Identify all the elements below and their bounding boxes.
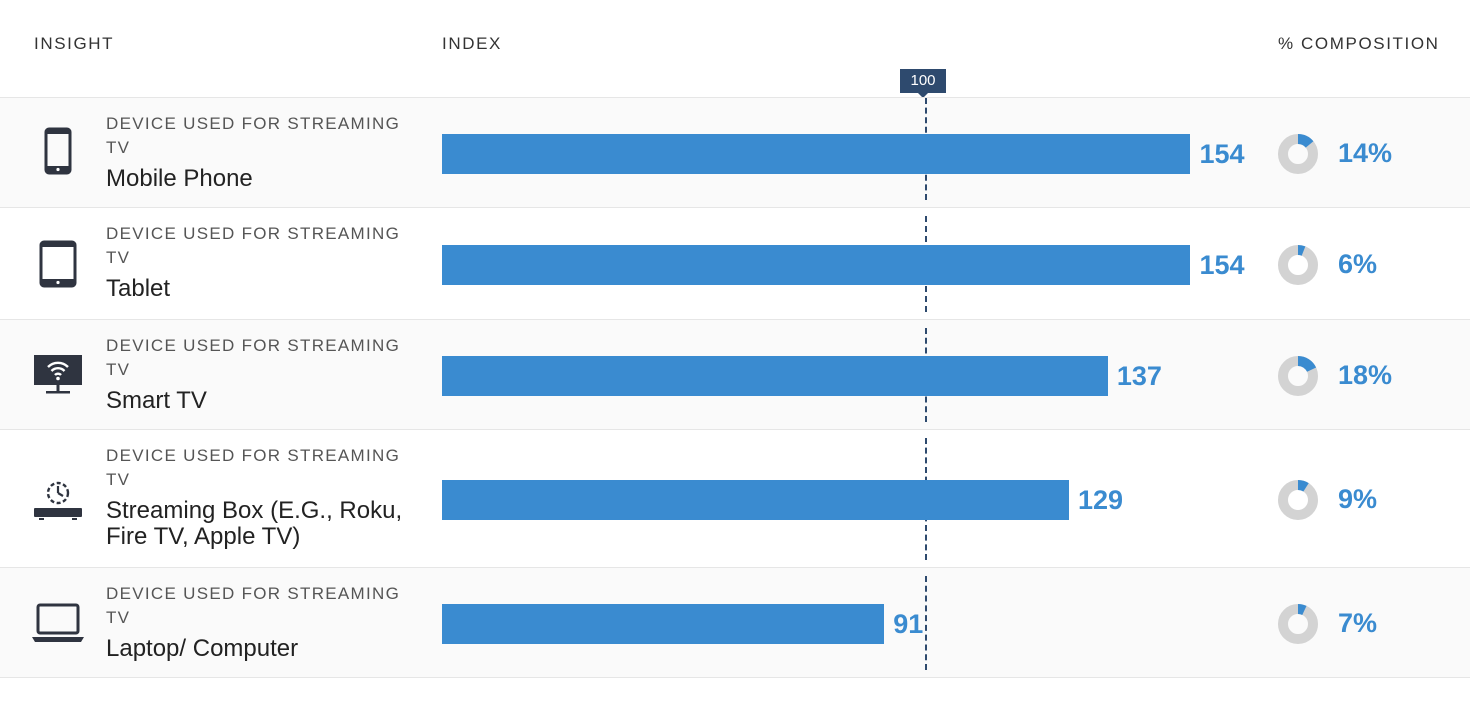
insight-header: INSIGHT	[34, 34, 115, 53]
composition-donut	[1278, 604, 1318, 644]
composition-slice	[1278, 245, 1318, 285]
index-value: 154	[1199, 250, 1245, 280]
composition-slice	[1278, 480, 1318, 520]
composition-value: 7%	[1338, 608, 1378, 638]
composition-donut	[1278, 480, 1318, 520]
insight-row: DEVICE USED FOR STREAMING TV Tablet 154 6%	[0, 207, 1470, 319]
insight-row: DEVICE USED FOR STREAMING TV Mobile Phone…	[0, 97, 1470, 207]
index-bar	[442, 480, 1069, 520]
smart-tv-icon	[30, 347, 86, 403]
insight-label: Tablet	[106, 275, 171, 302]
tablet-icon	[30, 236, 86, 292]
insight-label: Mobile Phone	[106, 165, 253, 192]
composition-slice	[1278, 356, 1318, 396]
composition-slice	[1278, 134, 1318, 174]
insight-row: DEVICE USED FOR STREAMING TV Smart TV 137 1…	[0, 319, 1470, 429]
composition-donut	[1278, 356, 1318, 396]
category-label: DEVICE USED FOR STREAMING TV	[106, 114, 401, 157]
composition-value: 14%	[1338, 138, 1393, 168]
composition-value: 18%	[1338, 360, 1393, 390]
composition-value: 9%	[1338, 484, 1378, 514]
mobile-phone-icon	[30, 125, 86, 181]
composition-value: 6%	[1338, 249, 1378, 279]
index-value: 137	[1116, 361, 1162, 391]
category-label: DEVICE USED FOR STREAMING TV	[106, 224, 401, 267]
reference-line	[925, 576, 927, 670]
insight-label: Smart TV	[106, 387, 207, 414]
index-bar	[442, 245, 1191, 285]
composition-donut	[1278, 245, 1318, 285]
index-bar	[442, 356, 1108, 396]
insight-row: DEVICE USED FOR STREAMING TV Streaming Bo…	[0, 429, 1470, 567]
index-value: 154	[1199, 139, 1245, 169]
index-header: INDEX	[442, 34, 502, 53]
composition-donut	[1278, 134, 1318, 174]
category-label: DEVICE USED FOR STREAMING TV	[106, 446, 401, 489]
insight-label: Laptop/ Computer	[106, 635, 299, 662]
composition-slice	[1278, 604, 1318, 644]
index-bar	[442, 604, 885, 644]
table-bottom-border	[0, 677, 1470, 678]
category-label: DEVICE USED FOR STREAMING TV	[106, 584, 401, 627]
index-bar	[442, 134, 1191, 174]
insight-label: Streaming Box (E.G., Roku, Fire TV, Appl…	[106, 497, 403, 550]
category-label: DEVICE USED FOR STREAMING TV	[106, 336, 401, 379]
laptop-icon	[30, 595, 86, 651]
insight-row: DEVICE USED FOR STREAMING TV Laptop/ Comp…	[0, 567, 1470, 677]
index-value: 91	[893, 609, 924, 639]
composition-header: % COMPOSITION	[1278, 34, 1440, 53]
reference-marker: 100	[900, 69, 946, 98]
index-value: 129	[1077, 485, 1123, 515]
streaming-box-icon	[30, 471, 86, 527]
